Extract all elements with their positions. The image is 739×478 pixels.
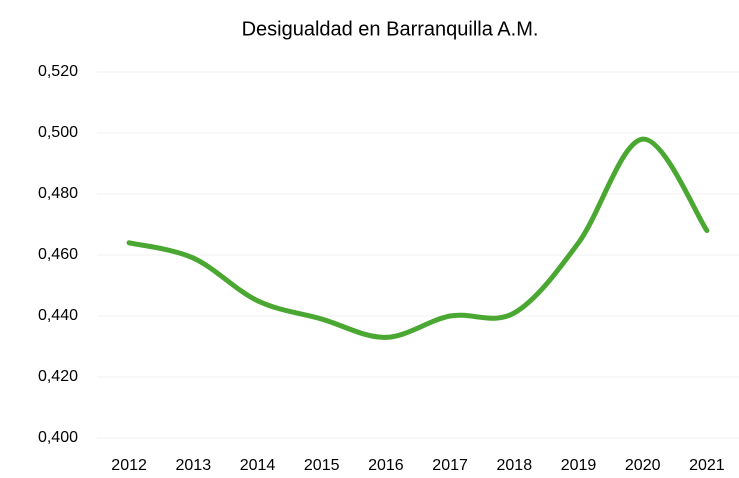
x-tick-label: 2014: [240, 457, 276, 474]
chart-title: Desigualdad en Barranquilla A.M.: [242, 18, 539, 40]
y-tick-label: 0,400: [38, 429, 78, 446]
x-tick-label: 2018: [497, 457, 533, 474]
y-tick-label: 0,480: [38, 185, 78, 202]
x-tick-label: 2021: [689, 457, 725, 474]
x-tick-label: 2016: [368, 457, 404, 474]
x-tick-label: 2015: [304, 457, 340, 474]
y-tick-label: 0,440: [38, 307, 78, 324]
x-tick-label: 2013: [176, 457, 212, 474]
y-tick-label: 0,460: [38, 246, 78, 263]
data-line: [126, 136, 710, 340]
x-tick-label: 2019: [561, 457, 597, 474]
x-tick-label: 2020: [625, 457, 661, 474]
y-tick-label: 0,500: [38, 124, 78, 141]
y-tick-label: 0,420: [38, 368, 78, 385]
x-tick-label: 2012: [111, 457, 147, 474]
x-tick-label: 2017: [432, 457, 468, 474]
y-tick-label: 0,520: [38, 63, 78, 80]
